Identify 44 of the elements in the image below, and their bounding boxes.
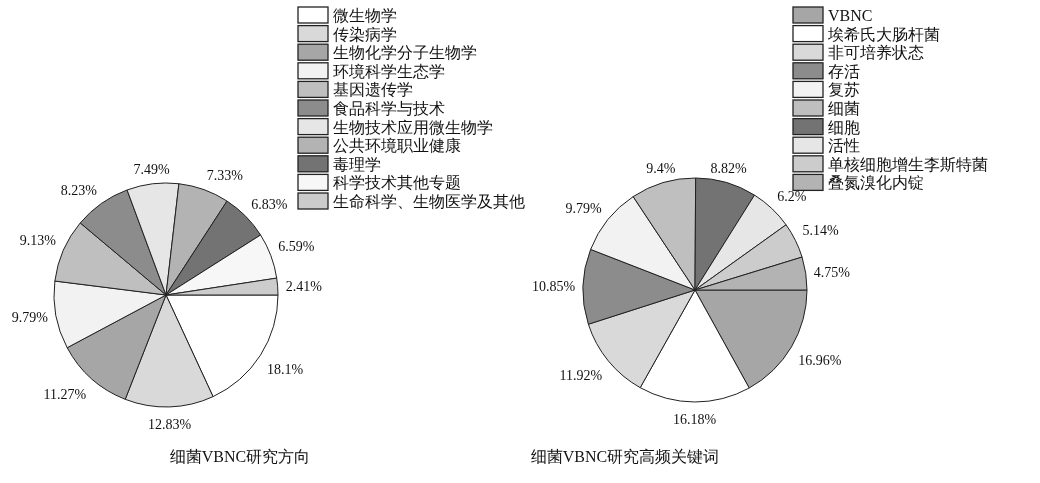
- data-label: 12.83%: [148, 416, 192, 432]
- data-label: 4.75%: [813, 265, 851, 281]
- legend-label: 毒理学: [333, 155, 381, 173]
- legend-label: 活性: [828, 137, 860, 155]
- data-label: 9.4%: [646, 160, 676, 176]
- data-label: 11.92%: [559, 367, 603, 383]
- data-label: 7.49%: [133, 161, 171, 177]
- legend-label: 公共环境职业健康: [333, 137, 461, 155]
- data-label: 16.96%: [798, 352, 842, 368]
- legend-label: 复苏: [828, 81, 860, 99]
- data-label: 9.13%: [19, 232, 57, 248]
- data-label: 8.23%: [60, 182, 98, 198]
- legend-label: 环境科学生态学: [333, 62, 445, 80]
- data-label: 5.14%: [802, 222, 840, 238]
- legend-label: 传染病学: [333, 25, 397, 43]
- data-label: 11.27%: [43, 386, 87, 402]
- data-label: 9.79%: [11, 309, 49, 325]
- data-label: 6.59%: [278, 238, 315, 254]
- legend-label: 生命科学、生物医学及其他: [333, 193, 525, 210]
- data-label: 7.33%: [206, 168, 244, 184]
- legend-label: VBNC: [828, 7, 873, 24]
- legend-label: 食品科学与技术: [333, 100, 445, 117]
- text: 细菌VBNC研究高频关键词: [530, 448, 720, 465]
- legend-label: 科学技术其他专题: [333, 174, 461, 192]
- legend-label: 生物化学分子生物学: [333, 44, 477, 62]
- data-label: 10.85%: [531, 279, 576, 295]
- data-label: 18.1%: [267, 361, 304, 377]
- data-label: 2.41%: [285, 278, 323, 294]
- legend-label: 细菌: [828, 100, 860, 117]
- legend-label: 非可培养状态: [828, 44, 924, 62]
- legend-label: 埃希氏大肠杆菌: [827, 25, 940, 43]
- legend-label: 存活: [828, 62, 860, 80]
- text: 细菌VBNC研究方向: [169, 448, 311, 465]
- legend-label: 基因遗传学: [333, 81, 413, 99]
- data-label: 6.83%: [251, 196, 288, 212]
- legend-label: 微生物学: [333, 7, 397, 24]
- legend-label: 单核细胞增生李斯特菌: [828, 155, 988, 173]
- data-label: 9.79%: [565, 200, 602, 216]
- data-label: 8.82%: [710, 160, 747, 176]
- data-label: 16.18%: [673, 412, 717, 427]
- legend-label: 细胞: [828, 118, 860, 136]
- legend-label: 生物技术应用微生物学: [333, 118, 493, 136]
- data-label: 6.2%: [777, 188, 807, 204]
- legend-label: 叠氮溴化内锭: [828, 174, 924, 192]
